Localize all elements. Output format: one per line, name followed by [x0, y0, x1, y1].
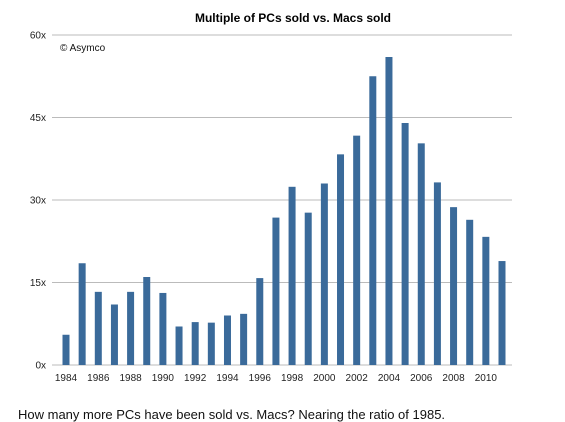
bar-1987	[110, 304, 118, 365]
bar-2009	[466, 219, 474, 365]
y-tick-label: 0x	[35, 361, 46, 372]
x-tick-label: 2000	[313, 373, 336, 384]
bar-2008	[450, 207, 458, 365]
bar-2003	[369, 76, 377, 365]
bar-1992	[191, 322, 199, 365]
bar-1988	[127, 291, 135, 365]
bar-1993	[207, 322, 215, 365]
caption: How many more PCs have been sold vs. Mac…	[18, 407, 446, 422]
y-tick-label: 30x	[30, 196, 46, 207]
bar-1995	[240, 313, 248, 365]
bar-1994	[223, 315, 231, 365]
x-tick-label: 1994	[216, 373, 239, 384]
bar-2002	[353, 135, 361, 365]
bar-2000	[320, 183, 328, 365]
grid-lines	[52, 34, 512, 366]
x-tick-label: 2008	[442, 373, 465, 384]
bar-2001	[337, 154, 345, 365]
chart-title: Multiple of PCs sold vs. Macs sold	[195, 11, 391, 25]
y-tick-label: 15x	[30, 278, 46, 289]
bar-1984	[62, 334, 70, 365]
x-tick-label: 1986	[87, 373, 110, 384]
bar-2007	[433, 182, 441, 365]
bar-1998	[288, 186, 296, 365]
x-tick-label: 1996	[249, 373, 272, 384]
bar-1997	[272, 217, 280, 365]
bar-2006	[417, 143, 425, 365]
bar-chart: Multiple of PCs sold vs. Macs sold 0x 15x…	[30, 11, 512, 384]
bar-1986	[94, 291, 102, 365]
y-tick-label: 45x	[30, 113, 46, 124]
x-tick-label: 1998	[281, 373, 304, 384]
x-axis-ticks: 1984 1986 1988 1990 1992 1994 1996 1998 2000 2002…	[55, 373, 498, 384]
bar-2011	[498, 261, 506, 365]
y-tick-label: 60x	[30, 31, 46, 42]
bar-1999	[304, 212, 312, 365]
bar-1991	[175, 326, 183, 365]
x-tick-label: 1988	[119, 373, 142, 384]
x-tick-label: 2002	[346, 373, 369, 384]
x-tick-label: 1984	[55, 373, 78, 384]
copyright-annotation: © Asymco	[60, 43, 106, 54]
bar-2010	[482, 236, 490, 365]
x-tick-label: 1990	[152, 373, 175, 384]
bar-2004	[385, 57, 393, 365]
bar-1996	[256, 278, 264, 365]
x-tick-label: 2010	[475, 373, 498, 384]
bars	[62, 57, 506, 365]
x-tick-label: 1992	[184, 373, 207, 384]
bar-2005	[401, 123, 409, 365]
y-axis-ticks: 0x 15x 30x 45x 60x	[30, 31, 46, 372]
x-tick-label: 2006	[410, 373, 433, 384]
x-tick-label: 2004	[378, 373, 401, 384]
bar-1990	[159, 292, 167, 365]
bar-1985	[78, 263, 86, 365]
bar-1989	[143, 277, 151, 365]
